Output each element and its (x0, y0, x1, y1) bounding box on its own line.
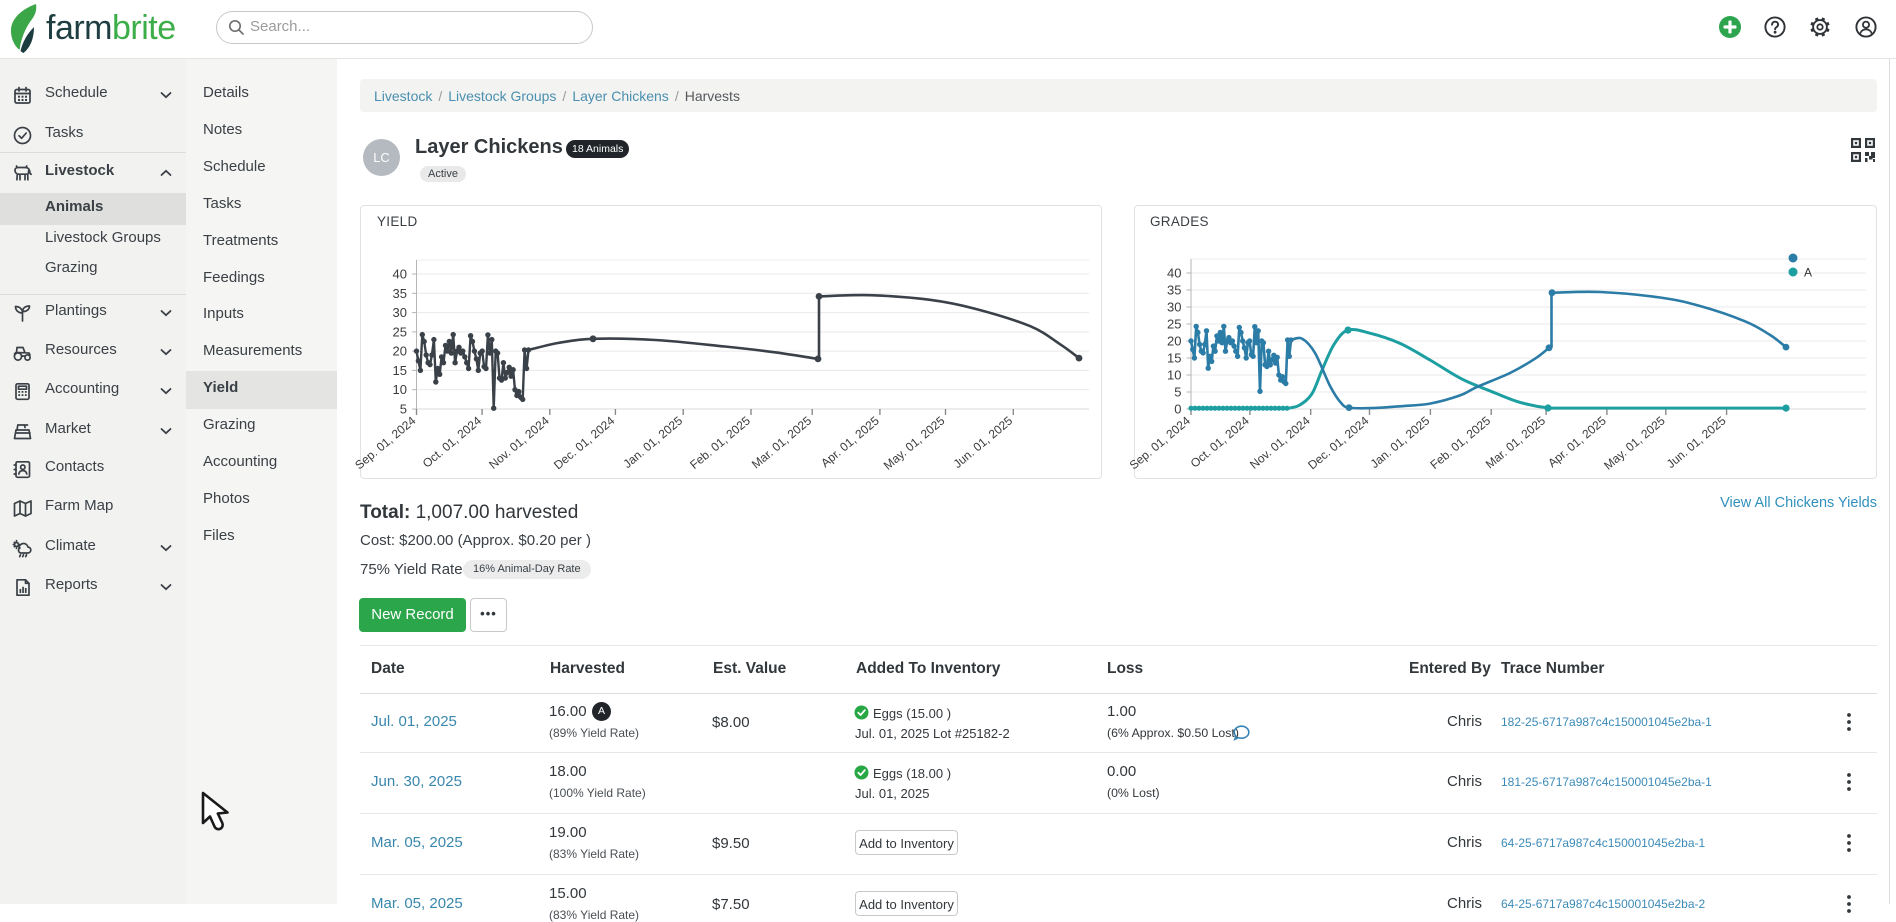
svg-text:5: 5 (400, 402, 407, 417)
svg-text:May. 01, 2025: May. 01, 2025 (1601, 413, 1668, 472)
svg-text:30: 30 (1167, 300, 1181, 315)
svg-text:25: 25 (1167, 317, 1181, 332)
svg-text:10: 10 (393, 382, 407, 397)
svg-text:May. 01, 2025: May. 01, 2025 (881, 413, 948, 472)
svg-text:5: 5 (1174, 385, 1181, 400)
svg-text:10: 10 (1167, 368, 1181, 383)
svg-text:Mar. 01, 2025: Mar. 01, 2025 (749, 413, 814, 471)
svg-text:Jun. 01, 2025: Jun. 01, 2025 (951, 413, 1016, 471)
svg-text:Sep. 01, 2024: Sep. 01, 2024 (1127, 413, 1193, 472)
svg-text:Apr. 01, 2025: Apr. 01, 2025 (818, 413, 882, 470)
svg-text:Mar. 01, 2025: Mar. 01, 2025 (1483, 413, 1548, 471)
svg-text:30: 30 (393, 305, 407, 320)
svg-text:Sep. 01, 2024: Sep. 01, 2024 (352, 413, 418, 472)
svg-text:20: 20 (1167, 334, 1181, 349)
svg-text:40: 40 (1167, 266, 1181, 281)
svg-text:Dec. 01, 2024: Dec. 01, 2024 (1305, 413, 1371, 472)
svg-text:Oct. 01, 2024: Oct. 01, 2024 (1188, 413, 1252, 470)
svg-text:40: 40 (393, 267, 407, 282)
svg-text:Nov. 01, 2024: Nov. 01, 2024 (486, 413, 552, 471)
svg-text:25: 25 (393, 324, 407, 339)
svg-text:Apr. 01, 2025: Apr. 01, 2025 (1545, 413, 1609, 470)
svg-text:Jan. 01, 2025: Jan. 01, 2025 (1368, 413, 1433, 471)
svg-text:Jan. 01, 2025: Jan. 01, 2025 (620, 413, 685, 471)
svg-text:35: 35 (393, 286, 407, 301)
svg-text:Jun. 01, 2025: Jun. 01, 2025 (1664, 413, 1729, 471)
svg-text:35: 35 (1167, 283, 1181, 298)
svg-text:20: 20 (393, 344, 407, 359)
svg-text:A: A (1804, 266, 1812, 280)
svg-text:Dec. 01, 2024: Dec. 01, 2024 (551, 413, 617, 472)
svg-text:15: 15 (1167, 351, 1181, 366)
svg-text:Feb. 01, 2025: Feb. 01, 2025 (687, 413, 753, 472)
svg-text:0: 0 (1174, 402, 1181, 417)
svg-text:Nov. 01, 2024: Nov. 01, 2024 (1247, 413, 1313, 471)
svg-text:15: 15 (393, 363, 407, 378)
svg-text:Feb. 01, 2025: Feb. 01, 2025 (1427, 413, 1493, 472)
svg-text:Oct. 01, 2024: Oct. 01, 2024 (420, 413, 484, 470)
